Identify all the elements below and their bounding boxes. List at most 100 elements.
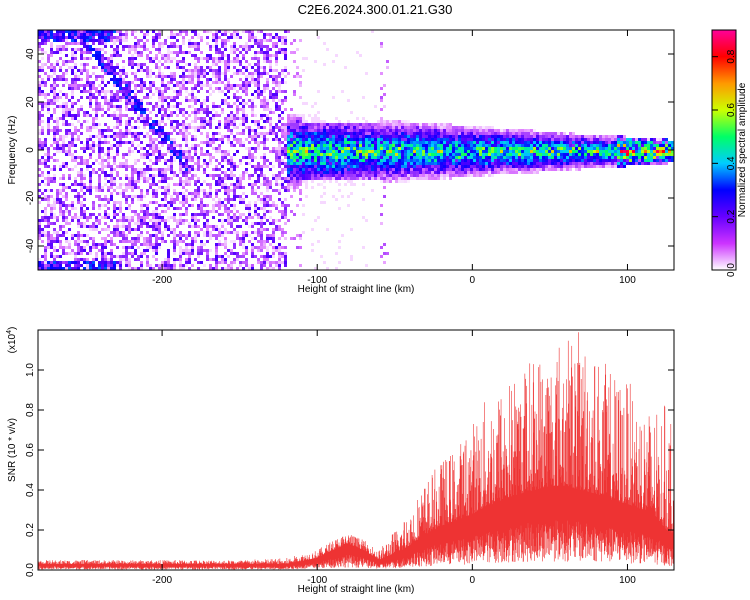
spectrogram-cell xyxy=(200,147,203,150)
spectrogram-cell xyxy=(239,162,242,165)
spectrogram-cell xyxy=(287,168,290,171)
spectrogram-cell xyxy=(272,36,275,39)
spectrogram-cell xyxy=(104,111,107,114)
spectrogram-cell xyxy=(92,147,95,150)
spectrogram-cell xyxy=(308,144,311,147)
spectrogram-cell xyxy=(158,33,161,36)
spectrogram-cell xyxy=(335,171,338,174)
spectrogram-cell xyxy=(86,45,89,48)
spectrogram-cell xyxy=(251,165,254,168)
spectrogram-cell xyxy=(302,138,305,141)
spectrogram-cell xyxy=(161,54,164,57)
spectrogram-cell xyxy=(116,63,119,66)
spectrogram-cell xyxy=(104,246,107,249)
spectrogram-cell xyxy=(203,126,206,129)
spectrogram-cell xyxy=(260,156,263,159)
spectrogram-cell xyxy=(71,60,74,63)
spectrogram-cell xyxy=(437,123,440,126)
spectrogram-cell xyxy=(299,171,302,174)
spectrogram-cell xyxy=(131,219,134,222)
spectrogram-cell xyxy=(125,141,128,144)
spectrogram-cell xyxy=(236,216,239,219)
spectrogram-cell xyxy=(206,36,209,39)
spectrogram-cell xyxy=(227,213,230,216)
spectrogram-cell xyxy=(374,144,377,147)
spectrogram-cell xyxy=(173,72,176,75)
spectrogram-cell xyxy=(350,258,353,261)
spectrogram-cell xyxy=(260,99,263,102)
spectrogram-cell xyxy=(74,261,77,264)
spectrogram-cell xyxy=(116,45,119,48)
spectrogram-cell xyxy=(440,171,443,174)
spectrogram-cell xyxy=(410,144,413,147)
spectrogram-cell xyxy=(401,132,404,135)
spectrogram-cell xyxy=(305,174,308,177)
spectrogram-cell xyxy=(137,54,140,57)
spectrogram-cell xyxy=(41,78,44,81)
spectrogram-cell xyxy=(125,246,128,249)
spectrogram-cell xyxy=(86,96,89,99)
spectrogram-cell xyxy=(275,108,278,111)
spectrogram-cell xyxy=(95,144,98,147)
spectrogram-cell xyxy=(176,207,179,210)
spectrogram-cell xyxy=(161,105,164,108)
spectrogram-cell xyxy=(224,183,227,186)
spectrogram-cell xyxy=(176,114,179,117)
spectrogram-cell xyxy=(119,111,122,114)
spectrogram-cell xyxy=(104,72,107,75)
spectrogram-cell xyxy=(386,252,389,255)
spectrogram-cell xyxy=(107,105,110,108)
spectrogram-cell xyxy=(194,96,197,99)
spectrogram-cell xyxy=(392,174,395,177)
spectrogram-cell xyxy=(278,144,281,147)
spectrogram-cell xyxy=(233,192,236,195)
spectrogram-cell xyxy=(134,108,137,111)
spectrogram-cell xyxy=(83,87,86,90)
spectrogram-cell xyxy=(80,36,83,39)
spectrogram-cell xyxy=(107,63,110,66)
spectrogram-cell xyxy=(146,165,149,168)
spectrogram-cell xyxy=(185,210,188,213)
spectrogram-cell xyxy=(284,162,287,165)
spectrogram-cell xyxy=(200,141,203,144)
spectrogram-cell xyxy=(170,231,173,234)
spectrogram-cell xyxy=(407,123,410,126)
spectrogram-cell xyxy=(278,90,281,93)
spectrogram-cell xyxy=(41,90,44,93)
spectrogram-cell xyxy=(428,150,431,153)
spectrogram-cell xyxy=(437,129,440,132)
spectrogram-cell xyxy=(128,48,131,51)
spectrogram-cell xyxy=(89,129,92,132)
spectrogram-cell xyxy=(170,147,173,150)
spectrogram-cell xyxy=(170,228,173,231)
spectrogram-cell xyxy=(224,150,227,153)
spectrogram-cell xyxy=(53,90,56,93)
spectrogram-cell xyxy=(230,225,233,228)
spectrogram-cell xyxy=(71,132,74,135)
spectrogram-cell xyxy=(329,168,332,171)
spectrogram-cell xyxy=(125,225,128,228)
spectrogram-cell xyxy=(188,51,191,54)
spectrogram-cell xyxy=(131,201,134,204)
spectrogram-cell xyxy=(140,30,143,33)
spectrogram-cell xyxy=(440,174,443,177)
spectrogram-cell xyxy=(122,90,125,93)
spectrogram-cell xyxy=(134,72,137,75)
spectrogram-cell xyxy=(77,36,80,39)
spectrogram-cell xyxy=(437,162,440,165)
spectrogram-cell xyxy=(125,207,128,210)
spectrogram-cell xyxy=(80,126,83,129)
spectrogram-cell xyxy=(44,207,47,210)
spectrogram-cell xyxy=(230,120,233,123)
spectrogram-cell xyxy=(119,186,122,189)
spectrogram-cell xyxy=(80,156,83,159)
spectrogram-cell xyxy=(143,147,146,150)
spectrogram-cell xyxy=(194,138,197,141)
spectrogram-cell xyxy=(206,135,209,138)
spectrogram-cell xyxy=(248,132,251,135)
spectrogram-cell xyxy=(260,93,263,96)
spectrogram-cell xyxy=(251,267,254,270)
spectrogram-cell xyxy=(287,159,290,162)
spectrogram-cell xyxy=(128,102,131,105)
spectrogram-cell xyxy=(239,255,242,258)
